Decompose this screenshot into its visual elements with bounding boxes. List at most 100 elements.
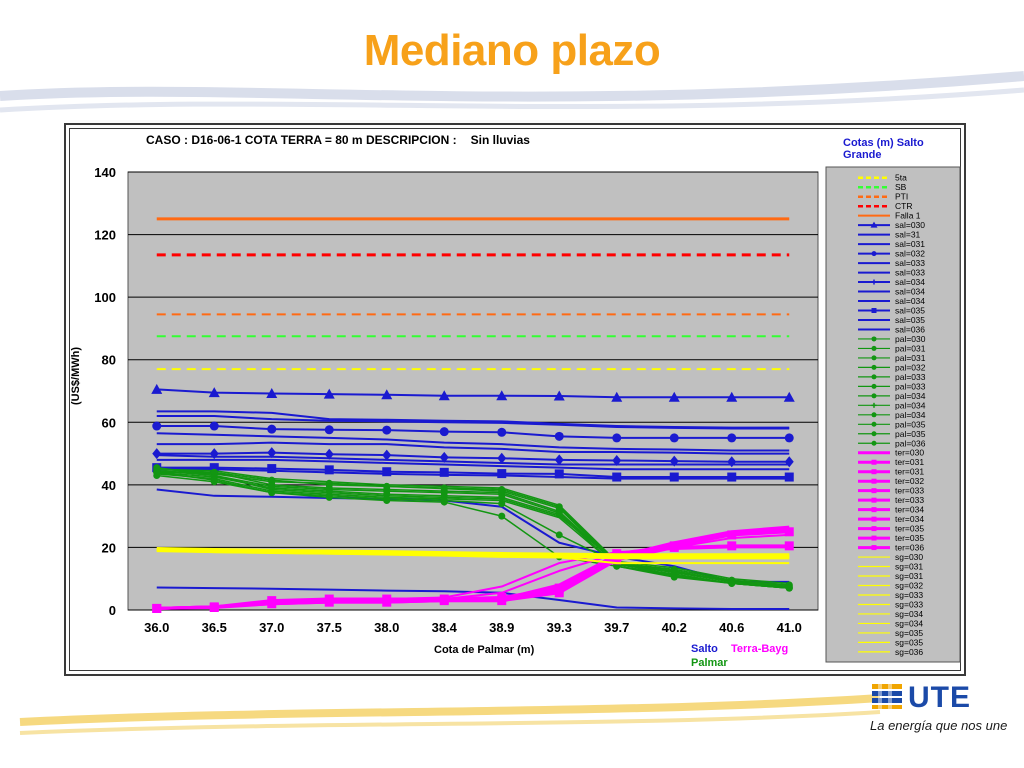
legend-label: ter=034 [895, 505, 924, 515]
legend-item: sg=036 [858, 647, 923, 657]
legend-item: pal=034 [858, 400, 926, 410]
legend-item: ter=031 [858, 457, 924, 467]
series-point [382, 425, 392, 435]
series-point [784, 541, 794, 551]
series-point [152, 421, 162, 431]
series-point [152, 603, 162, 613]
legend-item: sg=032 [858, 581, 923, 591]
legend-item: sal=031 [858, 239, 925, 249]
legend-item: sal=035 [858, 315, 925, 325]
series-point [497, 469, 507, 479]
series-point [267, 464, 277, 474]
series-point [611, 391, 623, 402]
series-line [156, 458, 790, 471]
legend-label: sg=034 [895, 609, 923, 619]
legend-label: pal=030 [895, 334, 926, 344]
series-point [323, 388, 335, 399]
legend-item: sal=034 [858, 277, 925, 287]
series-point [871, 412, 877, 418]
legend-item: pal=032 [858, 362, 926, 372]
series-point [871, 488, 877, 494]
legend-item: sg=031 [858, 571, 923, 581]
series-line [156, 415, 790, 430]
series-point [871, 279, 877, 285]
plot-area [127, 171, 819, 611]
legend-item: SB [858, 182, 907, 192]
legend-label: ter=035 [895, 524, 924, 534]
series-sal-034 [156, 458, 790, 471]
legend-label: pal=035 [895, 429, 926, 439]
legend-item: ter=035 [858, 524, 924, 534]
chart-title-text: CASO : D16-06-1 COTA TERRA = 80 m DESCRI… [146, 133, 457, 147]
chart-description: Sin lluvias [470, 133, 530, 147]
series-point [324, 448, 334, 460]
series-point [153, 471, 161, 479]
legend-item: sal=034 [858, 296, 925, 306]
series-sal-033 [156, 432, 790, 452]
legend-label: ter=031 [895, 457, 924, 467]
series-point [152, 448, 162, 460]
legend-item: sal=033 [858, 268, 925, 278]
series-point [727, 541, 737, 551]
legend-label: sg=030 [895, 552, 923, 562]
legend-item: sg=034 [858, 618, 923, 628]
series-point [785, 584, 793, 592]
legend-item: pal=031 [858, 343, 926, 353]
legend-label: sg=031 [895, 562, 923, 572]
legend-item: pal=035 [858, 419, 926, 429]
series-point [438, 390, 450, 401]
series-point [871, 374, 877, 380]
series-line [156, 471, 790, 589]
series-point [210, 478, 218, 486]
series-sal-033 [156, 441, 790, 455]
series-point [554, 588, 564, 598]
series-point [268, 489, 276, 497]
series-line [156, 466, 790, 479]
series-point [382, 467, 392, 477]
legend-item: sg=033 [858, 599, 923, 609]
series-point [612, 555, 622, 565]
bottom-swoosh [19, 694, 881, 726]
series-point [382, 449, 392, 461]
legend-label: ter=035 [895, 533, 924, 543]
x-tick-label: 36.5 [202, 620, 227, 635]
series-point [383, 497, 391, 504]
series-point [871, 402, 877, 408]
legend-item: sg=034 [858, 609, 923, 619]
legend-item: ter=030 [858, 448, 924, 458]
series-point [496, 390, 508, 401]
series-point [497, 452, 507, 464]
legend-label: ter=031 [895, 467, 924, 477]
legend-item: 5ta [858, 173, 907, 183]
series-point [727, 472, 737, 482]
legend-label: sal=031 [895, 239, 925, 249]
series-point [871, 355, 877, 361]
legend-item: ter=033 [858, 495, 924, 505]
series-point [871, 507, 877, 513]
series-point [266, 388, 278, 399]
legend-item: sal=31 [858, 230, 921, 240]
legend-label: CTR [895, 201, 912, 211]
series-point [871, 251, 877, 257]
legend-label: sal=035 [895, 315, 925, 325]
legend-item: pal=036 [858, 438, 926, 448]
legend-label: sg=035 [895, 628, 923, 638]
legend-label: sal=034 [895, 287, 925, 297]
series-line [156, 468, 790, 585]
legend-label: pal=034 [895, 400, 926, 410]
legend-label: sal=034 [895, 296, 925, 306]
x-tick-label: 39.7 [604, 620, 629, 635]
legend-panel [825, 166, 961, 663]
series-point [439, 596, 449, 606]
legend-label: sal=033 [895, 258, 925, 268]
series-point [325, 493, 333, 501]
y-tick-label: 140 [94, 165, 116, 180]
x-tick-label: 38.0 [374, 620, 399, 635]
legend-label: ter=030 [895, 448, 924, 458]
series-point [439, 451, 449, 463]
legend-item: sal=036 [858, 324, 925, 334]
series-point [871, 545, 877, 551]
series-point [209, 421, 219, 431]
series-line [156, 471, 790, 586]
